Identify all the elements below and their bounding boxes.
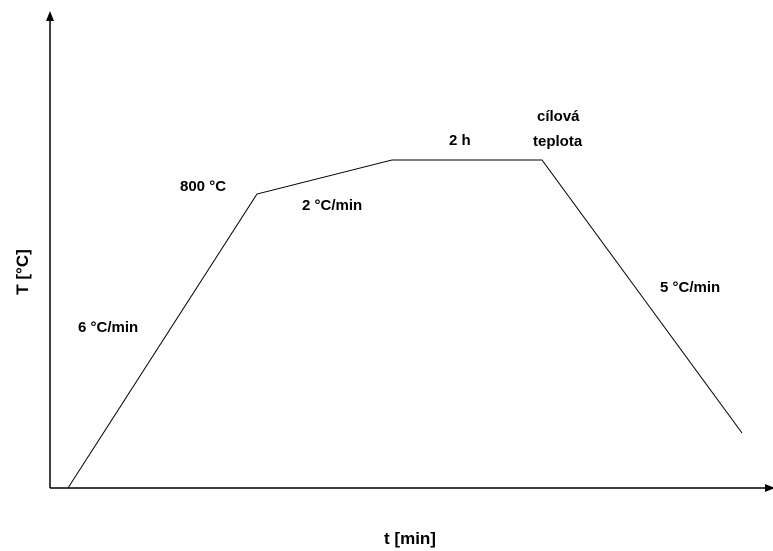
annotation: cílová xyxy=(537,108,580,125)
x-axis-title: t [min] xyxy=(384,529,436,548)
annotation: 6 °C/min xyxy=(78,319,138,336)
annotation: 800 °C xyxy=(180,178,226,195)
annotation: 2 h xyxy=(449,132,471,149)
temperature-profile xyxy=(67,159,743,489)
annotation: teplota xyxy=(533,133,583,150)
y-axis-title: T [°C] xyxy=(13,249,32,295)
annotation: 2 °C/min xyxy=(302,197,362,214)
annotation: 5 °C/min xyxy=(660,279,720,296)
